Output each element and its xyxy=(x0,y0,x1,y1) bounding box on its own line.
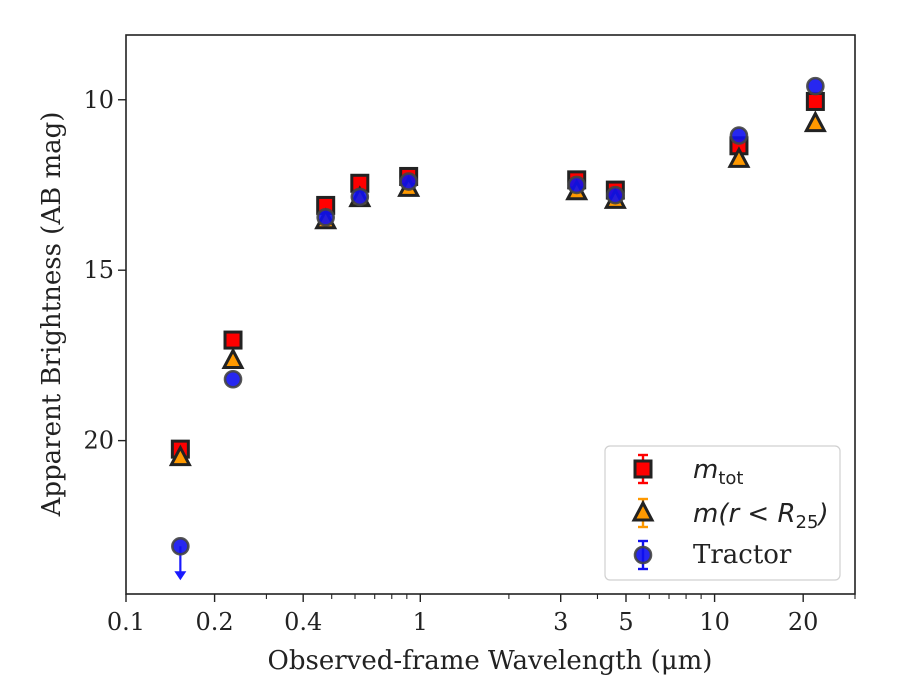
plot-frame xyxy=(125,34,856,595)
point-tractor xyxy=(806,76,825,96)
legend-marker-tractor xyxy=(633,545,653,565)
y-tick-label: 20 xyxy=(83,427,114,455)
upper-limit-arrow-head xyxy=(174,571,187,581)
ticks-layer: 0.1 0.2 0.4 1 3 5 10 20 10 15 20 xyxy=(83,86,856,636)
point-mr25 xyxy=(727,146,751,168)
y-tick-label: 15 xyxy=(83,256,114,284)
point-mr25 xyxy=(221,347,245,370)
x-tick-label: 3 xyxy=(553,608,568,636)
point-tractor xyxy=(729,126,749,145)
x-tick-label: 5 xyxy=(618,608,633,636)
point-tractor xyxy=(316,208,335,227)
point-tractor xyxy=(606,185,625,205)
x-tick-label: 1 xyxy=(413,608,428,636)
legend: mtot m(r < R25) Tractor xyxy=(604,445,841,581)
legend-marker-mtot xyxy=(633,459,653,479)
legend-label-mr25: m(r < R25) xyxy=(693,499,829,533)
legend-marker-mr25 xyxy=(631,499,655,522)
y-axis-label: Apparent Brightness (AB mag) xyxy=(37,112,67,518)
x-tick-label: 20 xyxy=(788,608,819,636)
point-mtot xyxy=(223,330,243,350)
point-tractor xyxy=(223,369,243,389)
legend-box xyxy=(604,445,841,581)
x-axis-label: Observed-frame Wavelength (μm) xyxy=(268,646,713,676)
point-mr25 xyxy=(803,110,827,133)
y-tick-label: 10 xyxy=(83,86,114,114)
point-tractor xyxy=(171,536,190,556)
marks-layer xyxy=(168,76,827,581)
legend-markers xyxy=(631,453,655,571)
x-tick-label: 10 xyxy=(699,608,730,636)
point-tractor xyxy=(399,172,418,191)
legend-label-tractor: Tractor xyxy=(693,540,792,570)
point-tractor xyxy=(567,175,587,195)
x-tick-label: 0.1 xyxy=(107,608,145,636)
x-tick-label: 0.4 xyxy=(284,608,322,636)
x-tick-label: 0.2 xyxy=(196,608,234,636)
point-mtot xyxy=(805,91,825,111)
point-mr25 xyxy=(168,444,192,467)
legend-label-mtot: mtot xyxy=(693,455,743,489)
point-tractor xyxy=(350,187,370,207)
